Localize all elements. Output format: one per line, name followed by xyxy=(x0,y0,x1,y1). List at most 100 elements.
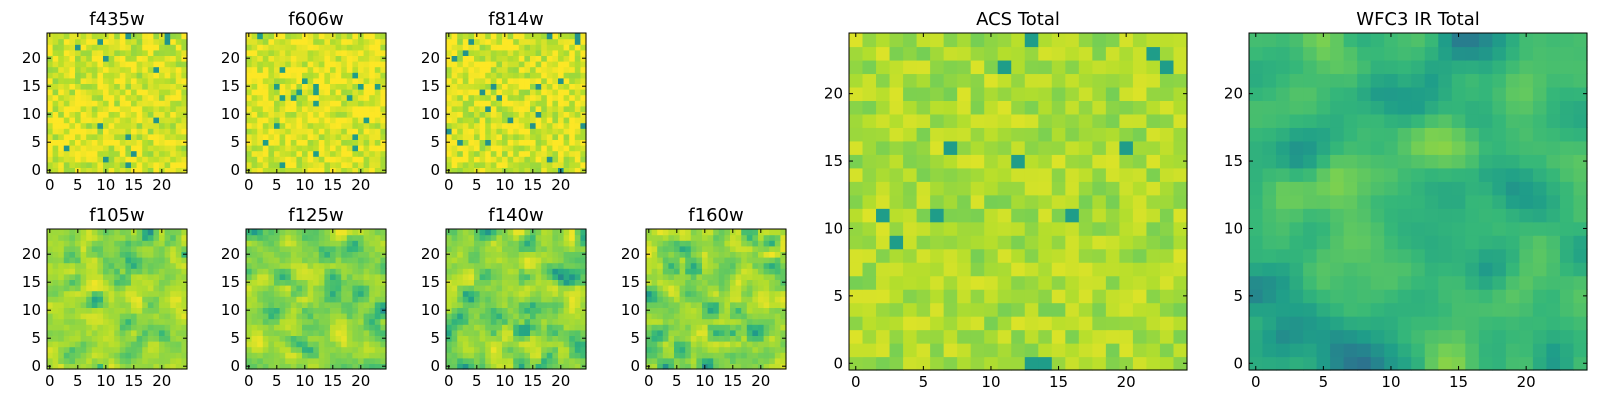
heatmap-cell xyxy=(1038,289,1053,304)
heatmap-cell xyxy=(552,363,559,370)
heatmap-cell xyxy=(457,83,464,90)
heatmap-cell xyxy=(763,257,770,264)
heatmap-cell xyxy=(97,245,104,252)
heatmap-cell xyxy=(153,318,160,325)
heatmap-cell xyxy=(142,341,149,348)
heatmap-cell xyxy=(552,49,559,56)
heatmap-cell xyxy=(251,61,258,68)
heatmap-cell xyxy=(735,357,742,364)
heatmap-cell xyxy=(569,83,576,90)
heatmap-cell xyxy=(153,145,160,152)
heatmap-cell xyxy=(268,301,275,308)
heatmap-cell xyxy=(518,44,525,51)
heatmap-cell xyxy=(131,55,138,62)
heatmap-cell xyxy=(690,262,697,269)
heatmap-cell xyxy=(541,301,548,308)
heatmap-cell xyxy=(457,72,464,79)
heatmap-cell xyxy=(363,335,370,342)
heatmap-cell xyxy=(307,105,314,112)
heatmap-cell xyxy=(524,341,531,348)
heatmap-cell xyxy=(535,363,542,370)
heatmap-cell xyxy=(181,245,188,252)
heatmap-cell xyxy=(47,285,54,292)
heatmap-cell xyxy=(496,105,503,112)
heatmap-cell xyxy=(468,133,475,140)
heatmap-cell xyxy=(496,100,503,107)
heatmap-cell xyxy=(318,94,325,101)
heatmap-cell xyxy=(763,307,770,314)
heatmap-cell xyxy=(462,94,469,101)
heatmap-cell xyxy=(69,72,76,79)
heatmap-cell xyxy=(75,346,82,353)
heatmap-cell xyxy=(302,122,309,129)
heatmap-cell xyxy=(257,111,264,118)
heatmap-cell xyxy=(75,262,82,269)
heatmap-cell xyxy=(580,273,587,280)
heatmap-cell xyxy=(69,122,76,129)
heatmap-cell xyxy=(279,357,286,364)
heatmap-cell xyxy=(462,296,469,303)
heatmap-cell xyxy=(75,285,82,292)
heatmap-cell xyxy=(307,285,314,292)
heatmap-cell xyxy=(302,117,309,124)
heatmap-cell xyxy=(849,343,864,358)
heatmap-cell xyxy=(651,313,658,320)
heatmap-cell xyxy=(279,245,286,252)
heatmap-cell xyxy=(490,77,497,84)
heatmap-cell xyxy=(730,301,737,308)
heatmap-cell xyxy=(446,128,453,135)
heatmap-cell xyxy=(552,66,559,73)
heatmap-cell xyxy=(668,229,675,236)
heatmap-cell xyxy=(175,240,182,247)
heatmap-cell xyxy=(296,234,303,241)
heatmap-cell xyxy=(296,111,303,118)
heatmap-cell xyxy=(119,346,126,353)
heatmap-cell xyxy=(147,285,154,292)
heatmap-cell xyxy=(730,324,737,331)
heatmap-cell xyxy=(485,100,492,107)
heatmap-cell xyxy=(58,150,65,157)
heatmap-cell xyxy=(170,44,177,51)
heatmap-cell xyxy=(318,61,325,68)
heatmap-cell xyxy=(774,229,781,236)
heatmap-cell xyxy=(257,49,264,56)
heatmap-cell xyxy=(674,240,681,247)
heatmap-cell xyxy=(69,324,76,331)
heatmap-cell xyxy=(1173,275,1188,290)
heatmap-cell xyxy=(530,44,537,51)
heatmap-cell xyxy=(335,329,342,336)
heatmap-cell xyxy=(446,290,453,297)
heatmap-cell xyxy=(546,72,553,79)
heatmap-cell xyxy=(251,117,258,124)
heatmap-cell xyxy=(1024,262,1039,277)
heatmap-cell xyxy=(741,341,748,348)
heatmap-cell xyxy=(318,161,325,168)
heatmap-cell xyxy=(674,234,681,241)
heatmap-cell xyxy=(341,301,348,308)
heatmap-cell xyxy=(125,94,132,101)
heatmap-cell xyxy=(468,285,475,292)
heatmap-cell xyxy=(125,128,132,135)
heatmap-cell xyxy=(451,161,458,168)
heatmap-cell xyxy=(296,105,303,112)
heatmap-cell xyxy=(752,273,759,280)
heatmap-cell xyxy=(657,301,664,308)
heatmap-cell xyxy=(296,150,303,157)
heatmap-cell xyxy=(285,133,292,140)
heatmap-cell xyxy=(541,61,548,68)
heatmap-cell xyxy=(175,229,182,236)
heatmap-cell xyxy=(335,335,342,342)
heatmap-cell xyxy=(535,240,542,247)
heatmap-cell xyxy=(563,49,570,56)
heatmap-cell xyxy=(251,49,258,56)
heatmap-cell xyxy=(507,117,514,124)
heatmap-cell xyxy=(457,335,464,342)
heatmap-cell xyxy=(352,324,359,331)
heatmap-cell xyxy=(159,111,166,118)
heatmap-cell xyxy=(374,139,381,146)
heatmap-cell xyxy=(496,279,503,286)
heatmap-cell xyxy=(746,251,753,258)
heatmap-cell xyxy=(251,251,258,258)
heatmap-cell xyxy=(369,234,376,241)
